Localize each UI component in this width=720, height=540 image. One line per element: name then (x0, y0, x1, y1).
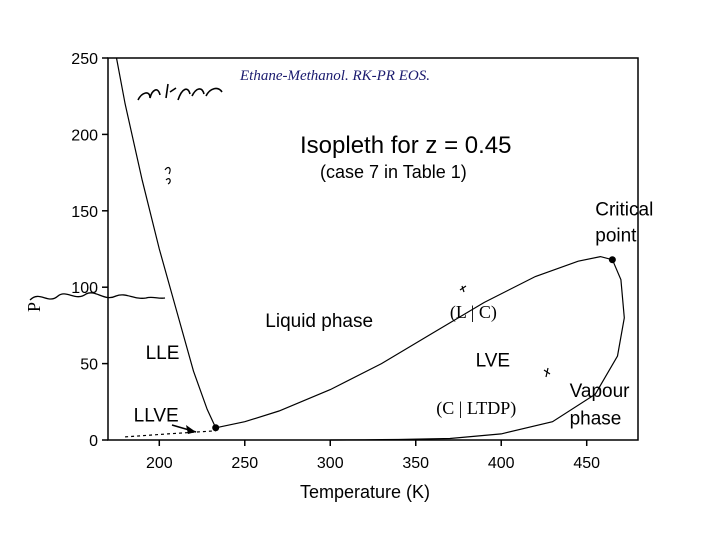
chart-subtitle: (case 7 in Table 1) (320, 162, 467, 182)
x-tick-label: 250 (231, 455, 258, 472)
annotation-label: (L | C) (450, 302, 497, 323)
annotation-label: Critical (595, 199, 653, 220)
annotation-label: LVE (476, 351, 511, 372)
annotation-label: LLVE (134, 406, 179, 427)
series-line (215, 255, 625, 441)
data-curves (115, 57, 625, 441)
annotation-label: (C | LTDP) (436, 398, 516, 419)
y-axis-scribble (29, 292, 166, 301)
data-point (212, 424, 220, 432)
x-tick-label: 350 (402, 455, 429, 472)
chart-title: Isopleth for z = 0.45 (300, 132, 511, 159)
series-line (125, 430, 216, 438)
x-tick-label: 200 (146, 455, 173, 472)
annotation-label: Vapour (570, 381, 631, 402)
series-line (115, 57, 217, 429)
x-tick-label: 300 (317, 455, 344, 472)
y-axis-letter: P (24, 302, 44, 312)
y-tick-label: 50 (80, 357, 98, 374)
y-tick-label: 150 (71, 204, 98, 221)
llve-arrow (171, 424, 197, 434)
cv-scribble (459, 285, 467, 293)
y-tick-label: 0 (89, 433, 98, 450)
top-scribble (137, 83, 223, 101)
annotation-label: point (595, 225, 637, 246)
chart-note: Ethane-Methanol. RK-PR EOS. (239, 68, 430, 84)
x-axis-title: Temperature (K) (300, 482, 430, 502)
plot-frame (107, 57, 639, 441)
lve-scribble (543, 367, 551, 378)
annotation-label: LLE (146, 343, 180, 364)
data-point (608, 256, 616, 264)
annotation-label: Liquid phase (265, 311, 373, 332)
y-tick-label: 250 (71, 51, 98, 68)
left-small-scribble (164, 166, 171, 185)
x-tick-label: 400 (488, 455, 515, 472)
annotations: Critical point Liquid phase LLE LVE Vapour pha… (134, 199, 654, 429)
x-tick-label: 450 (573, 455, 600, 472)
y-axis-label: P (24, 292, 166, 312)
annotation-label: phase (570, 409, 622, 430)
y-tick-label: 200 (71, 127, 98, 144)
data-points (212, 256, 616, 432)
